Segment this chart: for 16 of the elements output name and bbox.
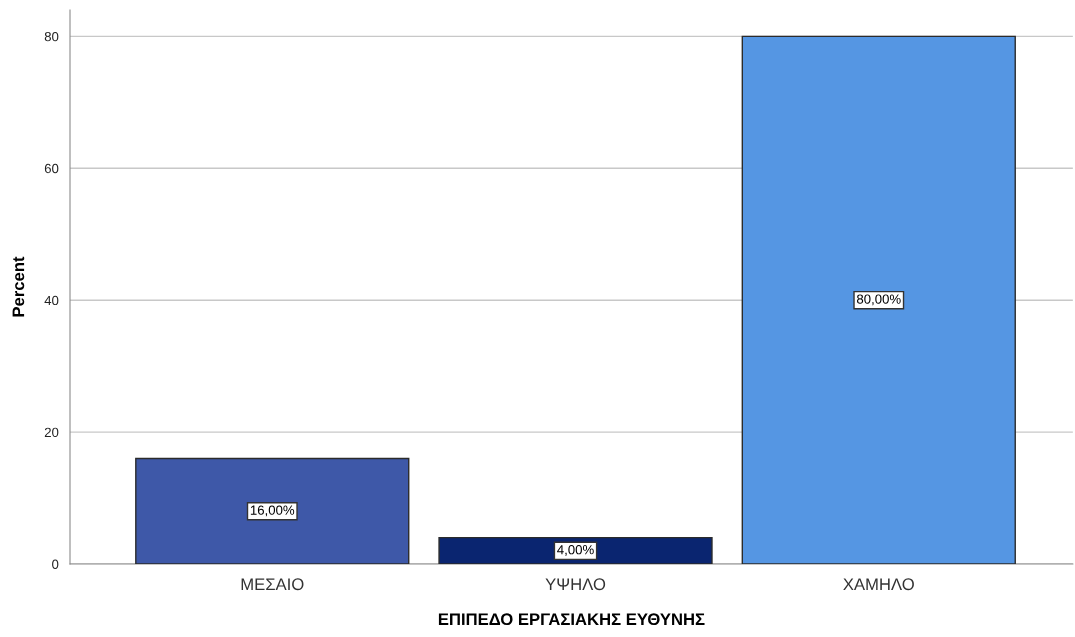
x-tick-label: ΧΑΜΗΛΟ — [843, 578, 914, 591]
data-label: 16,00% — [250, 505, 295, 517]
y-tick-label: 60 — [44, 163, 59, 174]
y-tick-label: 20 — [44, 427, 59, 438]
y-tick-label: 40 — [44, 295, 59, 306]
x-tick-label: ΥΨΗΛΟ — [545, 578, 606, 591]
y-tick-label: 0 — [52, 559, 59, 569]
y-tick-label: 80 — [44, 31, 59, 42]
x-axis-title: ΕΠΙΠΕΔΟ ΕΡΓΑΣΙΑΚΗΣ ΕΥΘΥΝΗΣ — [438, 613, 705, 626]
data-label: 4,00% — [557, 545, 594, 556]
x-tick-label: ΜΕΣΑΙΟ — [241, 578, 304, 591]
bar — [741, 35, 1016, 564]
bar — [135, 457, 410, 564]
bar — [438, 536, 713, 564]
y-axis-title: Percent — [12, 256, 25, 317]
data-label: 80,00% — [856, 294, 901, 306]
